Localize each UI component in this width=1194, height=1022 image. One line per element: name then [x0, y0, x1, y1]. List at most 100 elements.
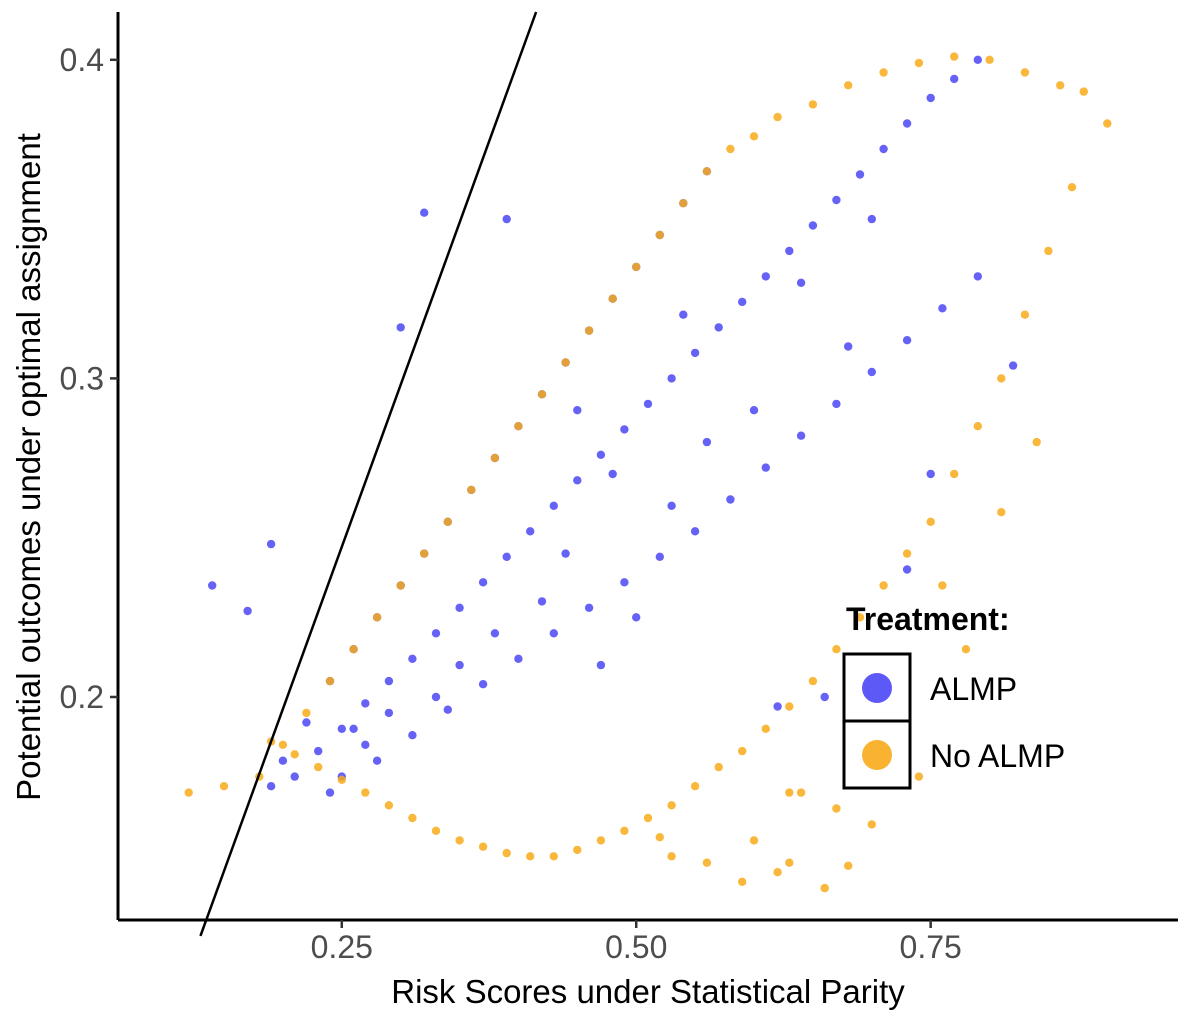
legend-dot-no-almp: [862, 740, 892, 770]
point-almp-54: [478, 680, 488, 689]
point-almp-66: [902, 336, 912, 345]
point-no-almp-63: [408, 813, 417, 823]
point-no-almp-37: [1020, 310, 1030, 319]
point-no-almp-83: [832, 804, 841, 813]
point-no-almp-1: [219, 782, 229, 791]
point-almp-57: [584, 603, 594, 612]
point-no-almp-71: [738, 877, 747, 886]
point-almp-19: [738, 297, 747, 307]
point-almp-29: [973, 55, 982, 64]
point-no-almp-5: [325, 676, 335, 686]
point-no-almp-3: [278, 740, 288, 749]
point-no-almp-22: [726, 144, 735, 154]
point-no-almp-32: [1056, 81, 1065, 90]
point-almp-1: [314, 746, 323, 756]
point-no-almp-23: [749, 132, 759, 141]
point-almp-30: [266, 782, 276, 791]
point-no-almp-31: [1020, 68, 1030, 77]
point-almp-74: [420, 208, 429, 217]
point-no-almp-46: [808, 676, 818, 686]
point-no-almp-11: [467, 485, 476, 495]
point-almp-82: [561, 549, 570, 558]
point-no-almp-78: [796, 788, 806, 797]
reference-line: [199, 11, 538, 937]
point-no-almp-52: [667, 801, 676, 810]
point-no-almp-28: [914, 58, 924, 68]
point-almp-64: [832, 399, 841, 409]
point-almp-67: [938, 304, 947, 313]
y-tick-label-1: 0.3: [60, 360, 104, 396]
point-almp-98: [573, 406, 582, 415]
point-no-almp-68: [290, 750, 299, 759]
point-almp-70: [208, 581, 217, 590]
point-no-almp-64: [384, 801, 394, 810]
point-no-almp-43: [879, 581, 888, 590]
point-almp-23: [832, 195, 841, 205]
point-no-almp-4: [302, 708, 311, 718]
point-almp-52: [408, 731, 417, 740]
point-no-almp-58: [526, 852, 535, 861]
points-layer: [184, 52, 1112, 893]
point-no-almp-20: [679, 199, 688, 208]
point-almp-9: [502, 552, 511, 561]
point-almp-7: [455, 603, 464, 612]
point-almp-85: [325, 788, 335, 797]
point-no-almp-65: [361, 788, 370, 797]
point-no-almp-25: [808, 100, 818, 109]
point-almp-27: [926, 93, 935, 103]
x-tick-label-1: 0.50: [605, 929, 667, 965]
point-no-almp-29: [950, 52, 959, 61]
point-no-almp-67: [314, 762, 323, 772]
point-almp-88: [867, 214, 876, 224]
point-no-almp-17: [608, 294, 617, 303]
point-no-almp-89: [938, 581, 947, 590]
point-almp-31: [278, 756, 288, 765]
point-almp-90: [702, 437, 712, 447]
point-almp-95: [431, 692, 441, 702]
point-no-almp-70: [773, 868, 782, 877]
point-almp-18: [714, 323, 723, 332]
point-no-almp-73: [702, 858, 712, 867]
point-almp-86: [749, 406, 759, 415]
point-no-almp-87: [997, 508, 1006, 517]
point-no-almp-80: [655, 833, 664, 842]
point-almp-8: [478, 578, 488, 587]
point-no-almp-33: [1079, 87, 1089, 96]
point-almp-84: [361, 740, 370, 749]
point-almp-14: [620, 425, 629, 434]
point-no-almp-86: [961, 645, 971, 654]
point-almp-76: [926, 469, 935, 479]
point-almp-87: [796, 278, 806, 287]
point-no-almp-6: [349, 645, 358, 654]
point-no-almp-16: [584, 326, 594, 335]
point-no-almp-55: [596, 836, 606, 845]
point-no-almp-77: [867, 820, 876, 829]
point-almp-77: [902, 565, 912, 574]
y-tick-label-2: 0.4: [60, 42, 104, 78]
point-no-almp-42: [902, 549, 912, 558]
point-no-almp-82: [914, 772, 924, 781]
legend: Treatment: ALMP No ALMP: [842, 601, 1065, 790]
point-almp-0: [290, 772, 299, 781]
point-almp-22: [808, 221, 818, 230]
x-tick-label-2: 0.75: [900, 929, 962, 965]
point-no-almp-59: [502, 848, 511, 858]
y-tick-label-0: 0.2: [60, 679, 104, 715]
point-no-almp-53: [643, 813, 653, 823]
reference-line-layer: [199, 11, 538, 937]
point-almp-89: [844, 342, 853, 351]
point-almp-6: [431, 629, 441, 638]
point-almp-92: [608, 469, 617, 479]
point-almp-83: [455, 660, 464, 670]
point-no-almp-76: [667, 852, 676, 861]
point-almp-96: [384, 708, 394, 718]
point-no-almp-0: [184, 788, 193, 797]
point-no-almp-62: [431, 826, 441, 835]
point-no-almp-57: [549, 852, 558, 861]
point-no-almp-21: [702, 167, 712, 176]
legend-title: Treatment:: [846, 601, 1010, 637]
point-no-almp-47: [785, 702, 794, 711]
point-almp-99: [679, 310, 688, 319]
point-almp-60: [690, 527, 700, 536]
point-almp-59: [655, 552, 664, 561]
